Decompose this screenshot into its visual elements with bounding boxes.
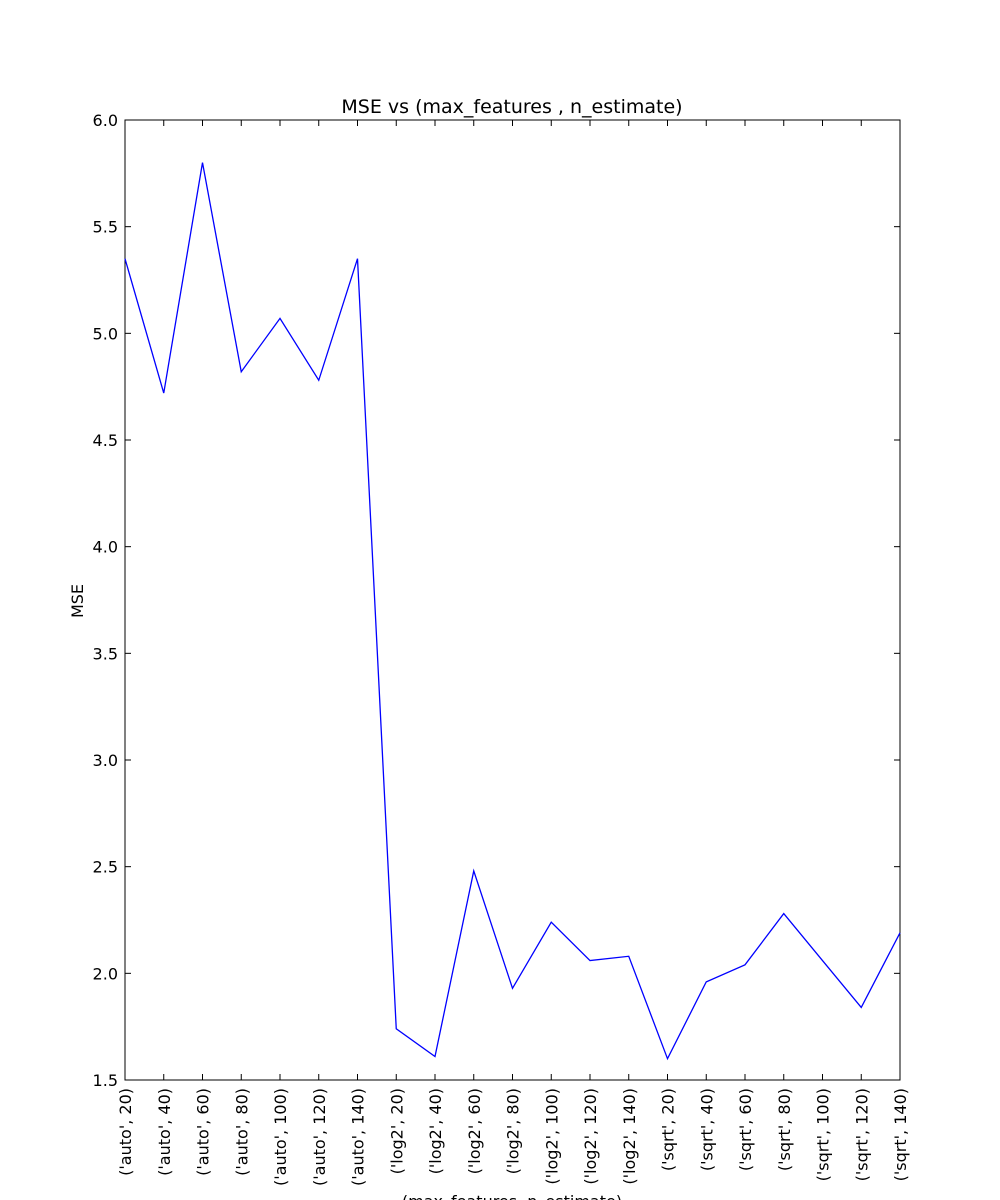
y-tick-label: 3.5 (93, 644, 118, 663)
x-tick-label: ('auto', 100) (271, 1088, 290, 1186)
y-tick-label: 2.0 (93, 964, 118, 983)
chart-title: MSE vs (max_features , n_estimate) (341, 96, 682, 118)
x-tick-label: ('log2', 120) (581, 1088, 600, 1185)
x-tick-label: ('sqrt', 60) (736, 1088, 755, 1171)
plot-frame (124, 119, 901, 1081)
y-tick-label: 1.5 (93, 1071, 118, 1090)
y-axis-label: MSE (68, 584, 87, 618)
x-tick-label: ('sqrt', 140) (891, 1088, 910, 1181)
x-tick-label: ('auto', 40) (155, 1088, 174, 1176)
x-tick-label: ('sqrt', 80) (775, 1088, 794, 1171)
x-tick-label: ('auto', 140) (349, 1088, 368, 1186)
x-tick-label: ('sqrt', 40) (697, 1088, 716, 1171)
y-tick-label: 4.0 (93, 538, 118, 557)
y-tick-label: 3.0 (93, 751, 118, 770)
series-layer (124, 162, 901, 1061)
y-axis: 1.5 2.0 2.5 3.0 3.5 4.0 4.5 5.0 5.5 6.0 (93, 111, 900, 1090)
x-tick-label: ('log2', 60) (465, 1088, 484, 1174)
y-tick-label: 6.0 (93, 111, 118, 130)
y-tick-label: 4.5 (93, 431, 118, 450)
x-tick-label: ('auto', 20) (116, 1088, 135, 1176)
x-tick-label: ('log2', 80) (504, 1088, 523, 1174)
y-tick-label: 5.5 (93, 218, 118, 237)
x-tick-label: ('sqrt', 20) (659, 1088, 678, 1171)
x-tick-label: ('auto', 120) (310, 1088, 329, 1186)
x-tick-label: ('auto', 80) (232, 1088, 251, 1176)
x-tick-label: ('auto', 60) (194, 1088, 213, 1176)
y-tick-label: 5.0 (93, 324, 118, 343)
y-tick-label: 2.5 (93, 858, 118, 877)
x-axis-label: (max_features, n_estimate) (402, 1192, 622, 1200)
x-tick-label: ('log2', 100) (542, 1088, 561, 1185)
mse-series-line (124, 162, 901, 1061)
x-tick-label: ('log2', 140) (620, 1088, 639, 1185)
x-axis: ('auto', 20) ('auto', 40) ('auto', 60) ('au… (116, 120, 910, 1186)
x-tick-label: ('sqrt', 100) (814, 1088, 833, 1181)
x-tick-label: ('sqrt', 120) (852, 1088, 871, 1181)
x-tick-label: ('log2', 20) (387, 1088, 406, 1174)
x-tick-label: ('log2', 40) (426, 1088, 445, 1174)
